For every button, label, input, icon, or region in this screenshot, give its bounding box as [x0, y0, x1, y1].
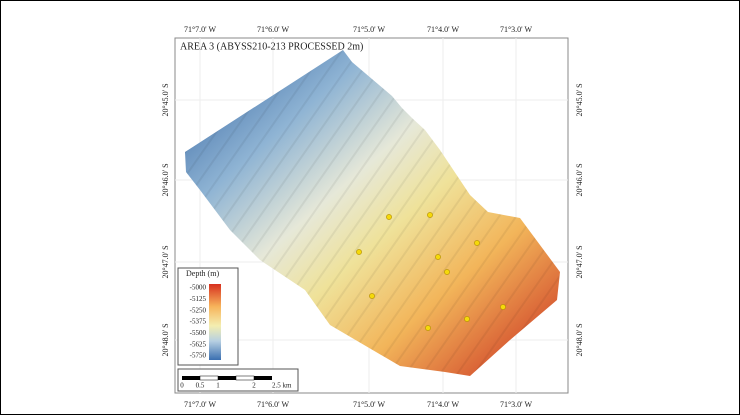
legend-tick-label: -5125 [190, 295, 207, 303]
latitude-label-left: 20°46.0' S [161, 163, 170, 196]
legend-tick-label: -5625 [190, 340, 207, 348]
longitude-label-bottom: 71°5.0' W [353, 400, 385, 409]
longitude-label-bottom: 71°3.0' W [500, 400, 532, 409]
legend-title: Depth (m) [186, 269, 219, 278]
latitude-label-right: 20°48.0' S [575, 323, 584, 356]
scale-bar-label: 1 [216, 382, 220, 390]
latitude-label-right: 20°45.0' S [575, 83, 584, 116]
latitude-label-left: 20°48.0' S [161, 323, 170, 356]
map-page: AREA 3 (ABYSS210-213 PROCESSED 2m) 71°7.… [0, 0, 740, 415]
legend-colorbar [209, 284, 221, 360]
longitude-label-top: 71°3.0' W [500, 25, 532, 34]
longitude-label-top: 71°7.0' W [184, 25, 216, 34]
longitude-label-top: 71°4.0' W [427, 25, 459, 34]
legend-box [178, 268, 238, 365]
longitude-label-bottom: 71°4.0' W [427, 400, 459, 409]
legend-tick-label: -5375 [190, 318, 207, 326]
longitude-label-top: 71°5.0' W [353, 25, 385, 34]
longitude-label-bottom: 71°6.0' W [257, 400, 289, 409]
longitude-label-bottom: 71°7.0' W [184, 400, 216, 409]
latitude-label-left: 20°47.0' S [161, 245, 170, 278]
scale-bar-label: 2 [252, 382, 256, 390]
legend-tick-label: -5000 [190, 284, 207, 292]
scale-bar-label: 0.5 [196, 382, 205, 390]
legend-tick-label: -5250 [190, 306, 207, 314]
longitude-label-top: 71°6.0' W [257, 25, 289, 34]
scale-bar [182, 376, 272, 380]
map-title: AREA 3 (ABYSS210-213 PROCESSED 2m) [180, 41, 363, 52]
legend-tick-label: -5500 [190, 329, 207, 337]
scale-bar-label: 0 [180, 382, 184, 390]
latitude-label-right: 20°47.0' S [575, 245, 584, 278]
legend-tick-label: -5750 [190, 352, 207, 360]
scale-bar-label: 2.5 km [272, 382, 292, 390]
latitude-label-right: 20°46.0' S [575, 163, 584, 196]
latitude-label-left: 20°45.0' S [161, 83, 170, 116]
